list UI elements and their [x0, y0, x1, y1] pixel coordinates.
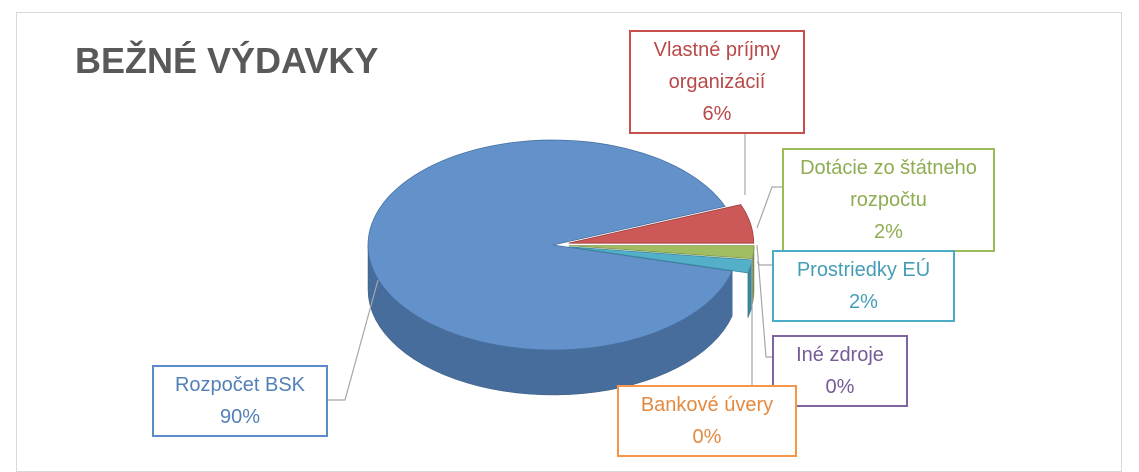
category-label: Iné zdroje — [796, 344, 884, 366]
data-label: Prostriedky EÚ 2% — [772, 250, 955, 322]
value-label: 2% — [849, 291, 878, 313]
value-label: 0% — [692, 426, 722, 448]
slice — [568, 204, 755, 244]
data-label: Rozpočet BSK 90% — [152, 365, 328, 437]
leader-line — [756, 244, 772, 358]
category-label: Vlastné príjmy organizácií — [653, 39, 781, 93]
value-label: 0% — [825, 376, 855, 398]
leader-line — [756, 261, 772, 266]
data-label: Vlastné príjmy organizácií 6% — [629, 30, 805, 134]
category-label: Rozpočet BSK — [174, 374, 306, 396]
category-label: Prostriedky EÚ — [796, 259, 931, 281]
category-label: Bankové úvery — [640, 394, 774, 416]
leader-line — [327, 279, 379, 401]
value-label: 2% — [874, 221, 903, 243]
value-label: 6% — [702, 103, 732, 125]
category-label: Dotácie zo štátneho rozpočtu — [800, 157, 977, 211]
leader-line — [756, 186, 782, 229]
data-label: Bankové úvery 0% — [617, 385, 797, 457]
chart-title: BEŽNÉ VÝDAVKY — [75, 40, 379, 81]
value-label: 90% — [219, 406, 261, 428]
slice — [367, 139, 733, 351]
data-label: Dotácie zo štátneho rozpočtu 2% — [782, 148, 995, 252]
